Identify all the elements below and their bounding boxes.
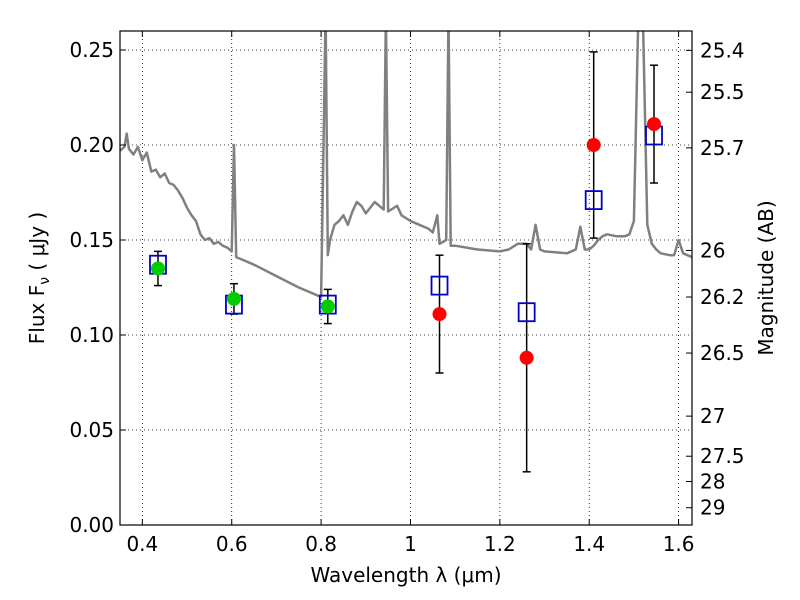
- y2-tick-label-6: 27: [700, 404, 725, 428]
- x-axis-label: Wavelength λ (μm): [310, 563, 501, 587]
- y-tick-label-2: 0.10: [69, 323, 114, 347]
- y2-tick-label-5: 26.5: [700, 341, 745, 365]
- data-point-4-0: [432, 307, 447, 322]
- model-square-4: [517, 302, 536, 323]
- data-point-3-1: [226, 291, 241, 306]
- y2-tick-label-4: 26.2: [700, 285, 745, 309]
- data-point-4-3: [647, 117, 662, 132]
- y2-tick-label-3: 26: [700, 238, 725, 262]
- y2-tick-label-2: 25.7: [700, 136, 745, 160]
- y2-axis-label: Magnitude (AB): [754, 200, 778, 355]
- y-tick-label-4: 0.20: [69, 133, 114, 157]
- y-axis-label-main: Flux F: [25, 285, 49, 344]
- x-tick-label-6: 1.6: [663, 532, 695, 556]
- y-tick-label-3: 0.15: [69, 228, 114, 252]
- x-tick-label-1: 0.6: [216, 532, 248, 556]
- model-square-5: [584, 190, 603, 211]
- grid-lines: [120, 31, 692, 526]
- y2-tick-label-0: 25.4: [700, 38, 745, 62]
- data-point-4-1: [519, 350, 534, 365]
- data-point-4-2: [586, 138, 601, 152]
- x-tick-label-5: 1.4: [573, 532, 605, 556]
- data-point-3-2: [320, 299, 335, 314]
- x-tick-label-4: 1.2: [484, 532, 516, 556]
- y-tick-label-1: 0.05: [69, 418, 114, 442]
- plot-frame: [119, 30, 693, 526]
- y-axis-label: Flux Fν ( μJy ): [25, 212, 53, 344]
- model-square-2: [318, 294, 337, 315]
- axis-ticks: 0.4 0.6 0.8 1 1.2 1.4 1.6 0.00 0.05 0.10 0.15 0.20 0…: [69, 31, 745, 556]
- data-point-3-0: [150, 261, 165, 276]
- y-tick-label-5: 0.25: [69, 38, 114, 62]
- y2-tick-label-9: 29: [700, 496, 725, 520]
- model-square-3: [430, 275, 449, 296]
- y2-tick-label-8: 28: [700, 469, 725, 493]
- x-tick-label-3: 1: [404, 532, 417, 556]
- x-tick-label-0: 0.4: [126, 532, 158, 556]
- y-tick-label-0: 0.00: [69, 513, 114, 537]
- model-spectrum-line: [120, 31, 692, 299]
- y-axis-label-subscript: ν: [37, 277, 53, 285]
- plot-area: [120, 31, 692, 473]
- svg-text:Flux Fν ( μJy ): Flux Fν ( μJy ): [25, 212, 53, 344]
- y-axis-label-unit: ( μJy ): [25, 212, 49, 271]
- y2-tick-label-7: 27.5: [700, 444, 745, 468]
- x-tick-label-2: 0.8: [305, 532, 337, 556]
- y2-tick-label-1: 25.5: [700, 80, 745, 104]
